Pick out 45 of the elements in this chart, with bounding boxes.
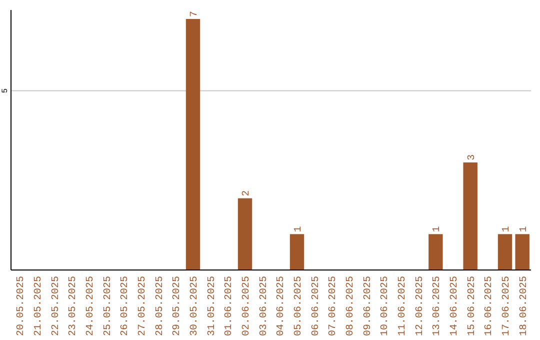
x-tick-label: 07.06.2025	[328, 276, 340, 336]
data-label: 3	[466, 154, 478, 160]
x-tick-label: 14.06.2025	[450, 276, 460, 336]
x-tick-label: 10.06.2025	[380, 276, 392, 336]
x-tick-label: 18.06.2025	[518, 276, 530, 336]
x-tick-label: 20.05.2025	[16, 276, 28, 336]
x-tick-label: 23.05.2025	[68, 276, 80, 336]
x-tick-label: 31.05.2025	[206, 276, 218, 336]
x-tick-label: 12.06.2025	[414, 276, 426, 336]
x-tick-label: 03.06.2025	[258, 276, 270, 336]
x-tick-label: 02.06.2025	[242, 276, 252, 336]
x-tick-label: 29.05.2025	[172, 276, 184, 336]
bar	[498, 234, 512, 270]
x-tick-label: 16.06.2025	[484, 276, 496, 336]
bar	[463, 162, 478, 270]
x-tick-label: 22.05.2025	[50, 276, 62, 336]
x-tick-label: 09.06.2025	[362, 276, 374, 336]
y-tick-label: 5	[1, 88, 10, 94]
x-tick-label: 11.06.2025	[398, 276, 408, 336]
x-tick-label: 06.06.2025	[310, 276, 322, 336]
x-tick-label: 17.06.2025	[502, 276, 512, 336]
data-label: 2	[242, 190, 252, 196]
x-tick-label: 28.05.2025	[154, 276, 166, 336]
x-tick-label: 08.06.2025	[346, 276, 356, 336]
x-tick-label: 24.05.2025	[86, 276, 96, 336]
bar	[186, 18, 200, 270]
x-tick-label: 25.05.2025	[102, 276, 114, 336]
x-tick-label: 01.06.2025	[224, 276, 236, 336]
x-tick-label: 30.05.2025	[190, 276, 200, 336]
data-label: 1	[518, 226, 530, 232]
x-tick-label: 13.06.2025	[432, 276, 444, 336]
x-tick-label: 04.06.2025	[276, 276, 288, 336]
data-label: 1	[502, 226, 512, 232]
x-tick-label: 15.06.2025	[466, 276, 478, 336]
bar	[290, 234, 304, 270]
data-label: 1	[432, 226, 444, 232]
bar	[428, 234, 443, 270]
data-label: 1	[294, 226, 304, 232]
x-tick-label: 26.05.2025	[120, 276, 132, 336]
x-tick-label: 27.05.2025	[138, 276, 148, 336]
bar	[515, 234, 530, 270]
x-tick-label: 21.05.2025	[34, 276, 44, 336]
x-tick-label: 05.06.2025	[294, 276, 304, 336]
bar	[238, 198, 252, 270]
data-label: 7	[190, 10, 200, 17]
